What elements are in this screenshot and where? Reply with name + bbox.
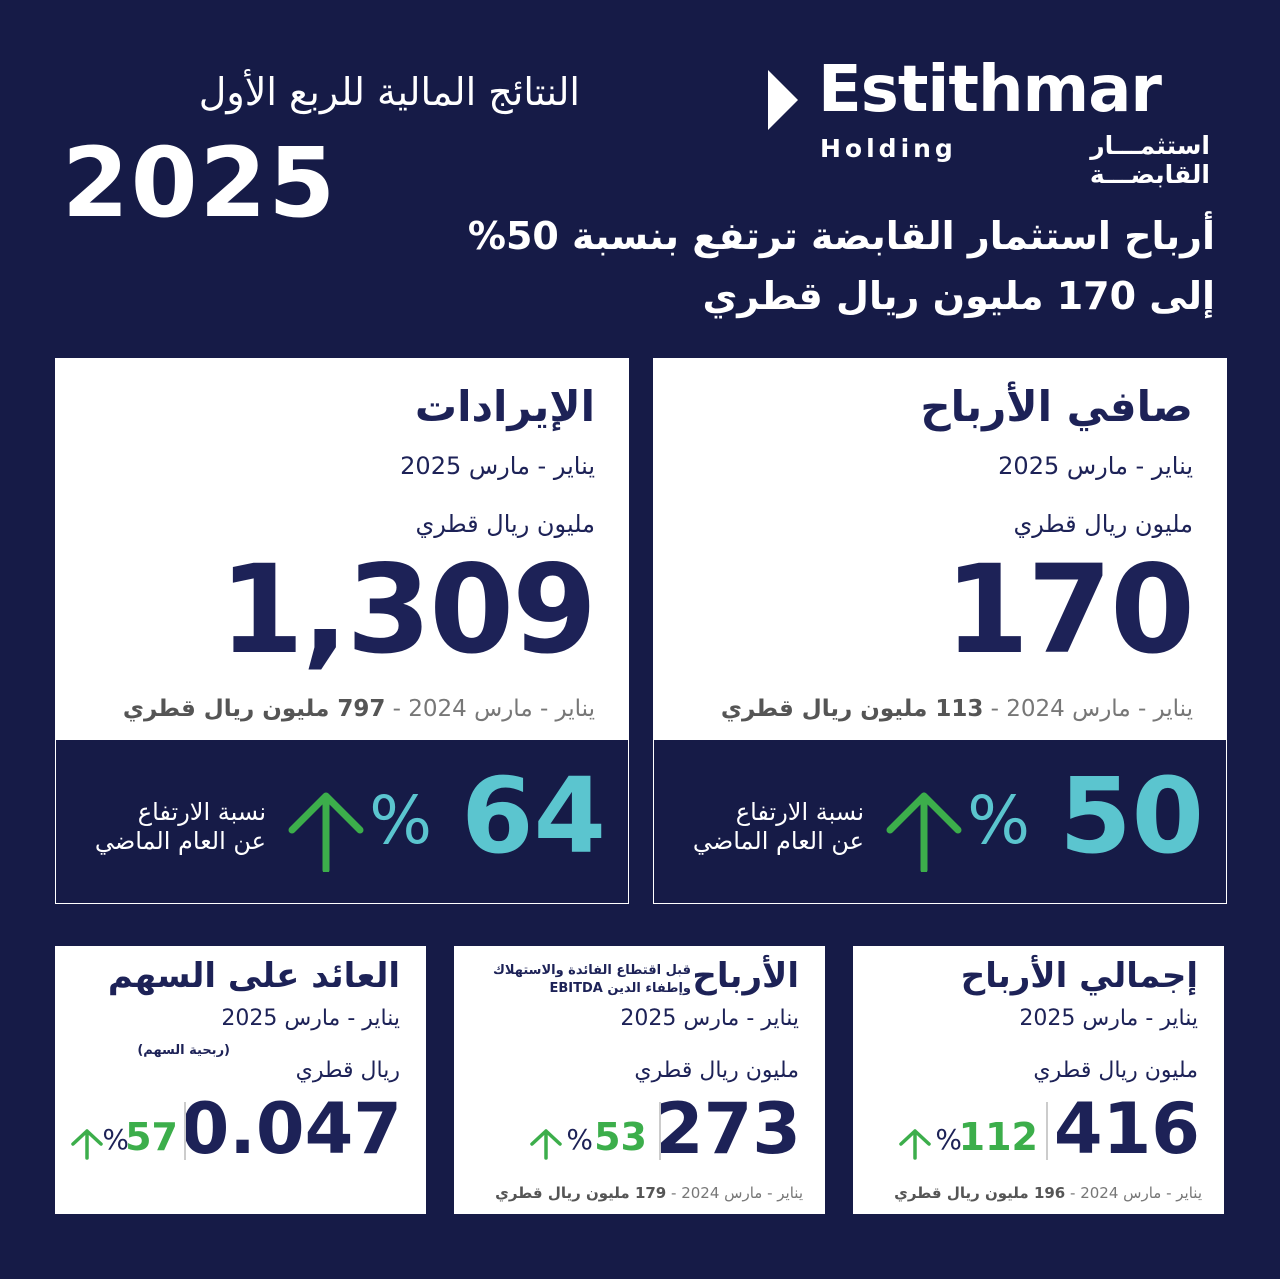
ebitda-note-line-2: وإطفاء الدين EBITDA xyxy=(549,981,691,997)
prev-value: 113 مليون ريال قطري xyxy=(720,696,984,722)
growth-percent: 112 xyxy=(958,1115,1038,1159)
percent-sign: % xyxy=(369,782,432,859)
growth-percent: 57 xyxy=(125,1115,178,1159)
prev-value: 196 مليون ريال قطري xyxy=(894,1184,1066,1202)
card-title: إجمالي الأرباح xyxy=(960,956,1198,996)
ebitda-card: الأرباح قبل اقتطاع الفائدة والاستهلاك وإ… xyxy=(454,946,825,1214)
up-arrow-icon xyxy=(288,792,364,872)
headline-line-1: أرباح استثمار القابضة ترتفع بنسبة 50% xyxy=(467,214,1215,258)
prev-period-label: يناير - مارس 2024 - xyxy=(983,696,1193,722)
percent-sign: % xyxy=(967,782,1030,859)
card-title: الإيرادات xyxy=(414,382,595,431)
card-value: 0.047 xyxy=(180,1088,402,1170)
prev-period-label: يناير - مارس 2024 - xyxy=(385,696,595,722)
card-prev-period: يناير - مارس 2024 - 179 مليون ريال قطري xyxy=(495,1184,803,1202)
card-period: يناير - مارس 2025 xyxy=(1019,1006,1198,1031)
card-unit: مليون ريال قطري xyxy=(1033,1058,1198,1083)
percent-sign: % xyxy=(102,1123,129,1156)
card-value: 416 xyxy=(1053,1088,1200,1170)
up-arrow-icon xyxy=(886,792,962,872)
headline: أرباح استثمار القابضة ترتفع بنسبة 50% إل… xyxy=(380,206,1215,326)
growth-label-line-2: عن العام الماضي xyxy=(692,826,864,855)
growth-percent: 64 xyxy=(461,755,606,877)
percent-sign: % xyxy=(566,1123,593,1156)
year-label: 2025 xyxy=(62,127,338,239)
card-unit: مليون ريال قطري xyxy=(634,1058,799,1083)
card-title: صافي الأرباح xyxy=(920,382,1193,431)
divider xyxy=(1046,1102,1048,1160)
card-prev-period: يناير - مارس 2024 - 196 مليون ريال قطري xyxy=(894,1184,1202,1202)
quarter-label: النتائج المالية للربع الأول xyxy=(198,70,580,114)
card-unit: ريال قطري xyxy=(295,1058,400,1083)
card-value: 170 xyxy=(944,539,1195,681)
prev-value: 179 مليون ريال قطري xyxy=(495,1184,667,1202)
ebitda-note-line-1: قبل اقتطاع الفائدة والاستهلاك xyxy=(492,963,691,978)
ebitda-note: قبل اقتطاع الفائدة والاستهلاك وإطفاء الد… xyxy=(493,962,691,998)
net-profit-card: صافي الأرباح يناير - مارس 2025 مليون ريا… xyxy=(653,358,1227,904)
growth-panel: 64 % نسبة الارتفاع عن العام الماضي xyxy=(55,739,629,904)
growth-label-line-1: نسبة الارتفاع xyxy=(735,798,864,826)
growth-label-line-2: عن العام الماضي xyxy=(94,826,266,855)
card-prev-period: يناير - مارس 2024 - 797 مليون ريال قطري xyxy=(123,696,595,722)
revenue-card: الإيرادات يناير - مارس 2025 مليون ريال ق… xyxy=(55,358,629,904)
card-period: يناير - مارس 2025 xyxy=(620,1006,799,1031)
card-unit: مليون ريال قطري xyxy=(415,510,595,538)
growth-panel: 50 % نسبة الارتفاع عن العام الماضي xyxy=(653,739,1227,904)
logo-name: Estithmar xyxy=(818,53,1162,127)
growth-label: نسبة الارتفاع عن العام الماضي xyxy=(664,798,864,856)
logo-arrow-icon xyxy=(768,70,798,130)
up-arrow-icon xyxy=(71,1129,103,1160)
card-unit: مليون ريال قطري xyxy=(1013,510,1193,538)
card-period: يناير - مارس 2025 xyxy=(998,452,1193,480)
prev-value: 797 مليون ريال قطري xyxy=(122,696,386,722)
eps-note: (ربحية السهم) xyxy=(137,1043,230,1058)
card-value: 1,309 xyxy=(219,539,597,681)
headline-line-2: إلى 170 مليون ريال قطري xyxy=(702,274,1215,318)
card-title: الأرباح xyxy=(692,956,799,996)
gross-profit-card: إجمالي الأرباح يناير - مارس 2025 مليون ر… xyxy=(853,946,1224,1214)
prev-period-label: يناير - مارس 2024 - xyxy=(1065,1184,1202,1202)
divider xyxy=(184,1102,186,1160)
up-arrow-icon xyxy=(530,1129,562,1160)
eps-card: العائد على السهم يناير - مارس 2025 (ربحي… xyxy=(55,946,426,1214)
up-arrow-icon xyxy=(899,1129,931,1160)
growth-label-line-1: نسبة الارتفاع xyxy=(137,798,266,826)
logo-sub-en: Holding xyxy=(820,134,957,163)
growth-label: نسبة الارتفاع عن العام الماضي xyxy=(66,798,266,856)
divider xyxy=(659,1102,661,1160)
card-period: يناير - مارس 2025 xyxy=(400,452,595,480)
growth-percent: 50 xyxy=(1059,755,1204,877)
card-value: 273 xyxy=(654,1088,801,1170)
card-prev-period: يناير - مارس 2024 - 113 مليون ريال قطري xyxy=(721,696,1193,722)
prev-period-label: يناير - مارس 2024 - xyxy=(666,1184,803,1202)
growth-percent: 53 xyxy=(594,1115,647,1159)
logo-sub-ar: استثمـــار القابضـــة xyxy=(1089,131,1210,189)
percent-sign: % xyxy=(935,1123,962,1156)
card-title: العائد على السهم xyxy=(107,956,400,996)
card-period: يناير - مارس 2025 xyxy=(221,1006,400,1031)
